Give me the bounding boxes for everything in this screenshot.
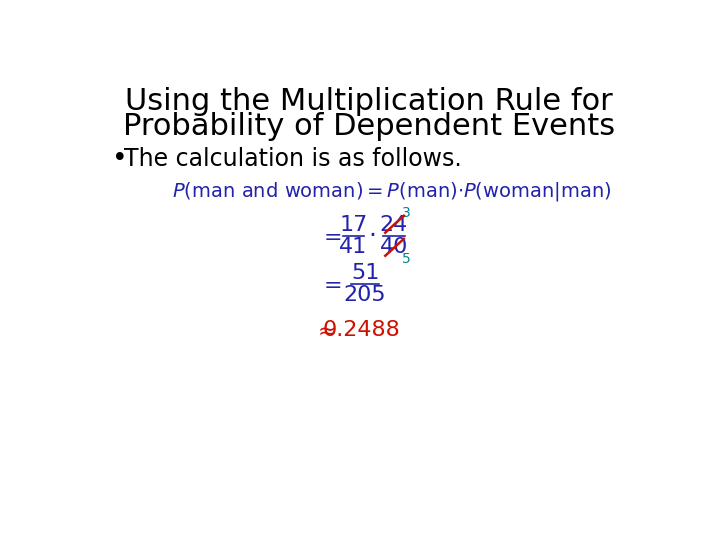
- Text: 3: 3: [402, 206, 410, 220]
- Text: 205: 205: [344, 285, 387, 305]
- Text: 51: 51: [351, 264, 379, 284]
- Text: $\mathit{P}\mathrm{(man\ and\ woman)}{=}\mathit{P}\mathrm{(man)}{\cdot}\mathit{P: $\mathit{P}\mathrm{(man\ and\ woman)}{=}…: [173, 180, 612, 204]
- Text: $\cdot$: $\cdot$: [369, 222, 376, 246]
- Text: $=$: $=$: [319, 226, 341, 246]
- Text: 17: 17: [339, 215, 368, 235]
- Text: 40: 40: [379, 237, 408, 256]
- Text: Using the Multiplication Rule for: Using the Multiplication Rule for: [125, 87, 613, 116]
- Text: $\approx$: $\approx$: [312, 320, 336, 340]
- Text: 41: 41: [339, 237, 368, 256]
- Text: 5: 5: [402, 252, 410, 266]
- Text: 24: 24: [379, 215, 408, 235]
- Text: $=$: $=$: [319, 274, 341, 294]
- Text: Probability of Dependent Events: Probability of Dependent Events: [123, 112, 615, 141]
- Text: •: •: [112, 146, 127, 172]
- Text: 0.2488: 0.2488: [323, 320, 400, 340]
- Text: The calculation is as follows.: The calculation is as follows.: [124, 147, 462, 171]
